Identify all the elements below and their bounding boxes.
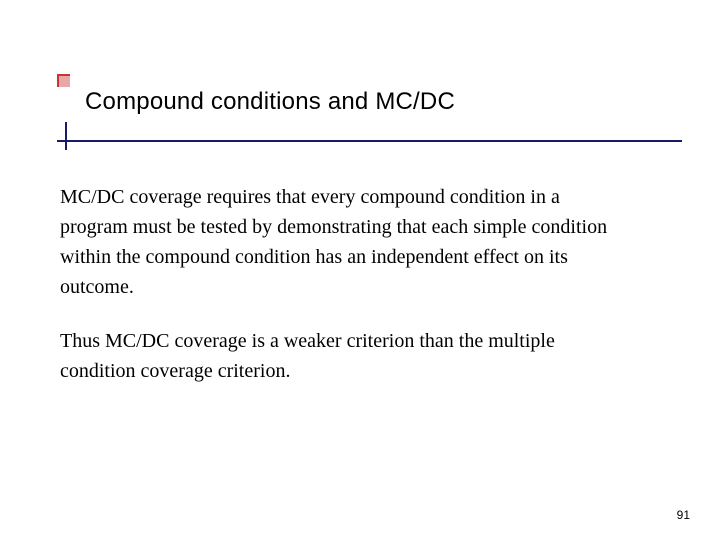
page-number: 91: [677, 508, 690, 522]
title-accent-box: [57, 74, 70, 87]
title-underline: [57, 140, 682, 142]
paragraph-1: MC/DC coverage requires that every compo…: [60, 182, 620, 302]
title-underline-tick: [65, 122, 67, 150]
slide-title: Compound conditions and MC/DC: [85, 88, 690, 116]
slide-title-area: Compound conditions and MC/DC: [85, 88, 690, 116]
title-underline-wrap: [57, 140, 680, 142]
paragraph-2: Thus MC/DC coverage is a weaker criterio…: [60, 326, 620, 386]
slide-body: MC/DC coverage requires that every compo…: [60, 182, 620, 410]
